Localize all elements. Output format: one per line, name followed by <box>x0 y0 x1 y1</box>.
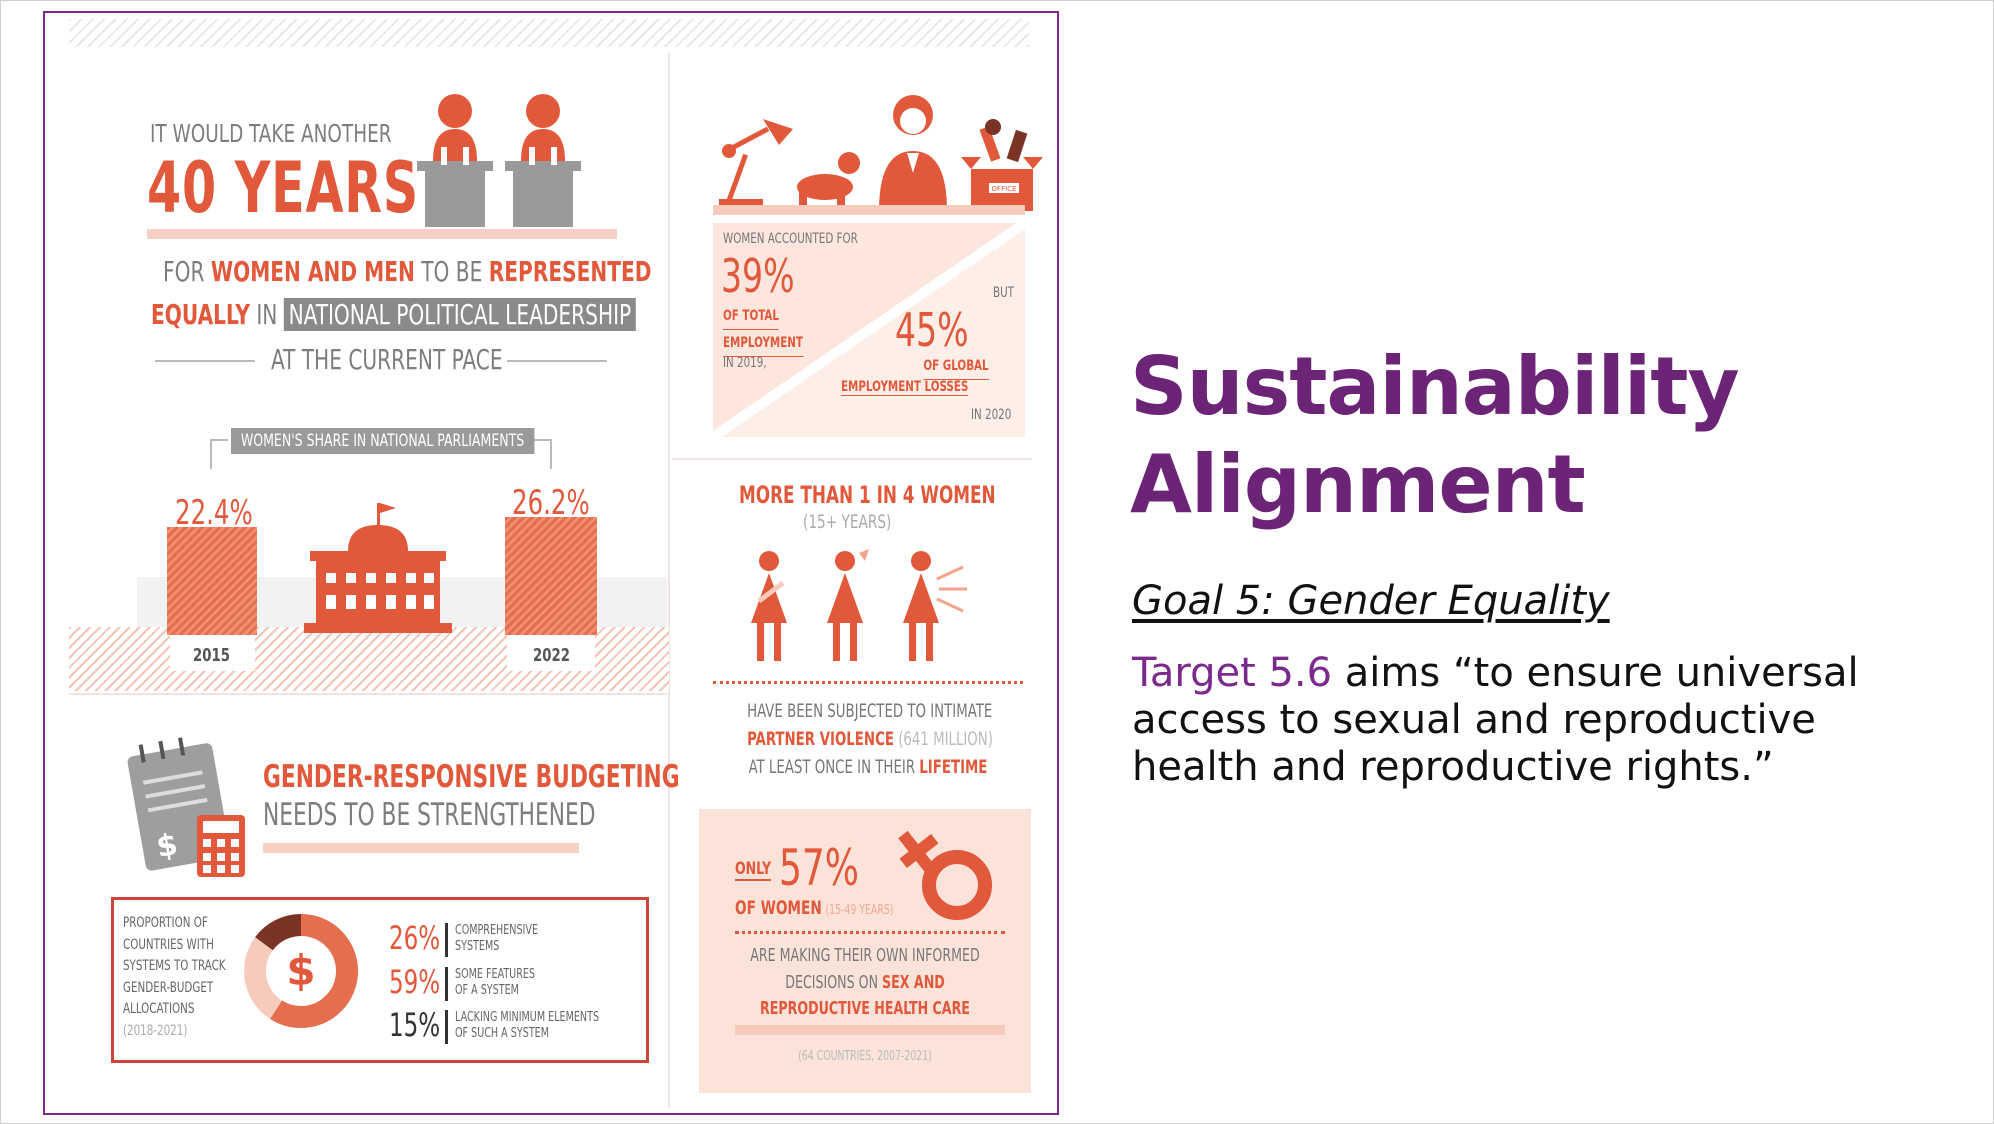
bracket-left-top <box>210 439 228 441</box>
top-hatch-strip <box>69 19 1029 47</box>
health-underline <box>735 1025 1005 1035</box>
bracket-right-top <box>533 439 551 441</box>
target-label: Target 5.6 <box>1132 650 1333 696</box>
health-of-women: OF WOMEN (15-49 YEARS) <box>735 897 894 919</box>
budget-stat-15: 15% <box>389 1006 441 1044</box>
leadership-line-3: AT THE CURRENT PACE <box>271 343 503 376</box>
budget-stats-box <box>111 897 649 1063</box>
health-source: (64 COUNTRIES, 2007-2021) <box>798 1049 932 1064</box>
horizontal-divider-right <box>672 458 1032 460</box>
parliament-label: WOMEN'S SHARE IN NATIONAL PARLIAMENTS <box>231 428 535 454</box>
bracket-right <box>550 439 552 469</box>
parliament-building-icon <box>304 503 452 633</box>
budgeting-title-2: NEEDS TO BE STRENGTHENED <box>263 797 596 833</box>
leadership-line-1: FOR WOMEN AND MEN TO BE REPRESENTED <box>163 255 652 288</box>
health-57: 57% <box>779 839 859 897</box>
donut-dollar: $ <box>286 946 315 995</box>
budget-stat-26-label: COMPREHENSIVE SYSTEMS <box>455 923 539 954</box>
employment-underline <box>713 205 1025 215</box>
budgeting-underline <box>263 843 579 853</box>
office-box-label: OFFICE <box>992 185 1017 193</box>
leadership-underline <box>147 229 617 239</box>
label-bg-2015 <box>170 635 255 671</box>
employment-in-2020: IN 2020 <box>971 407 1012 423</box>
health-text: ARE MAKING THEIR OWN INFORMED DECISIONS … <box>750 945 980 1019</box>
leadership-line-2: EQUALLY IN NATIONAL POLITICAL LEADERSHIP <box>151 298 636 331</box>
stat-bar-2 <box>445 967 448 1001</box>
year-2022: 2022 <box>533 645 570 666</box>
employment-l1: WOMEN ACCOUNTED FOR <box>723 231 858 247</box>
budgeting-title-1: GENDER-RESPONSIVE BUDGETING <box>263 759 680 795</box>
work-care-icons: OFFICE <box>719 95 1043 211</box>
bar-2022 <box>505 517 597 635</box>
employment-45: 45% <box>895 303 969 357</box>
employment-of-global: OF GLOBAL <box>909 353 989 380</box>
budget-desc: PROPORTION OF COUNTRIES WITH SYSTEMS TO … <box>123 915 226 1039</box>
parliament-value-2015: 22.4% <box>175 493 253 533</box>
leadership-pre-text: IT WOULD TAKE ANOTHER <box>150 119 392 148</box>
health-only: ONLY <box>735 859 772 881</box>
employment-panel-diagonal <box>713 223 1025 437</box>
stat-bar-3 <box>445 1010 448 1044</box>
violence-dotted-rule <box>713 681 1023 684</box>
rule-left <box>155 360 255 362</box>
vertical-divider <box>668 53 670 1108</box>
rule-right <box>507 360 607 362</box>
horizontal-divider-left <box>69 693 667 695</box>
forty-years-text: 40 YEARS <box>147 147 420 229</box>
parliament-value-2022: 26.2% <box>512 483 590 523</box>
employment-39: 39% <box>721 249 795 303</box>
bar-2015 <box>167 527 257 635</box>
bracket-left <box>210 439 212 469</box>
violence-text: HAVE BEEN SUBJECTED TO INTIMATE PARTNER … <box>747 700 993 778</box>
employment-losses: EMPLOYMENT LOSSES <box>841 379 969 396</box>
podium-speakers-icon <box>417 94 581 227</box>
year-2015: 2015 <box>193 645 230 666</box>
label-bg-2022 <box>507 635 595 671</box>
violence-title: MORE THAN 1 IN 4 WOMEN <box>739 481 996 509</box>
employment-but: BUT <box>993 285 1014 301</box>
three-women-icons <box>751 549 967 661</box>
violence-sub: (15+ YEARS) <box>803 511 892 533</box>
infographic: IT WOULD TAKE ANOTHER 40 YEARS FOR WOMEN… <box>43 11 1059 1115</box>
goal-heading: Goal 5: Gender Equality <box>1132 578 1610 624</box>
budget-stat-26: 26% <box>389 919 441 957</box>
stat-bar-1 <box>445 923 448 957</box>
employment-in-2019: IN 2019, <box>723 355 767 371</box>
slide-title: Sustainability Alignment <box>1130 340 1740 531</box>
budget-donut-chart: $ <box>244 914 358 1028</box>
female-symbol-icon <box>898 830 992 920</box>
health-dotted-rule <box>735 931 1005 934</box>
budget-stat-59: 59% <box>389 963 441 1001</box>
budget-stat-59-label: SOME FEATURES OF A SYSTEM <box>455 967 536 998</box>
budget-notepad-calculator-icon: $ <box>127 737 245 877</box>
target-text: Target 5.6 aims “to ensure universal acc… <box>1132 650 1859 790</box>
budget-stat-15-label: LACKING MINIMUM ELEMENTS OF SUCH A SYSTEM <box>455 1010 600 1041</box>
employment-of-total: OF TOTAL EMPLOYMENT <box>723 303 803 357</box>
